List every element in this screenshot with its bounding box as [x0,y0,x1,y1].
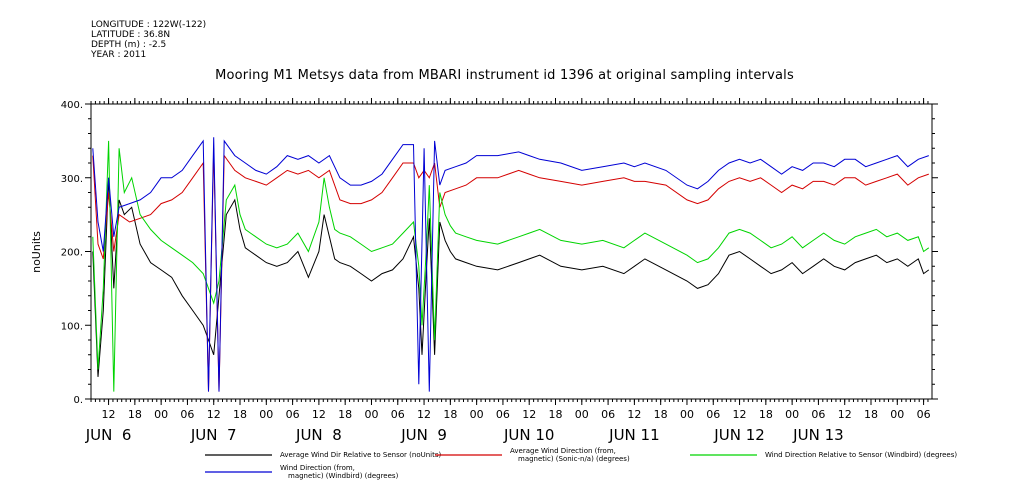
x-tick-label: 18 [338,408,352,421]
y-tick-label: 400. [61,100,83,111]
x-tick-label: 18 [864,408,878,421]
metadata-block: LONGITUDE : 122W(-122) LATITUDE : 36.8N … [91,20,206,60]
y-tick-label: 100. [61,321,83,332]
x-tick-label: 06 [496,408,510,421]
x-day-label: JUN 10 [503,426,554,444]
y-tick-label: 300. [61,174,83,185]
x-tick-label: 06 [391,408,405,421]
x-tick-label: 18 [128,408,142,421]
x-tick-label: 06 [286,408,300,421]
y-tick-label: 200. [61,248,83,259]
y-tick-label: 0. [73,395,83,406]
x-tick-label: 06 [917,408,931,421]
legend-label-1: Average Wind Dir Relative to Sensor (noU… [280,451,441,459]
x-tick-label: 00 [575,408,589,421]
x-tick-label: 12 [207,408,221,421]
x-tick-label: 12 [312,408,326,421]
x-tick-label: 00 [890,408,904,421]
x-tick-label: 18 [233,408,247,421]
x-tick-label: 06 [601,408,615,421]
series-line-4 [92,137,929,392]
chart-title: Mooring M1 Metsys data from MBARI instru… [215,68,794,83]
x-tick-label: 00 [259,408,273,421]
series-layer [92,137,930,392]
axis-layer: 0. 100. 200. 300. 400. 12 18 00 06 12 18 00 06 12 18 00… [61,98,938,444]
series-line-1 [92,177,930,377]
x-tick-label: 18 [443,408,457,421]
x-tick-label: 18 [549,408,563,421]
x-tick-label: 06 [811,408,825,421]
x-tick-label: 12 [102,408,116,421]
latitude-label: LATITUDE : 36.8N [91,30,171,40]
legend-label-2: Average Wind Direction (from, magnetic) (… [510,447,630,463]
x-day-label: JUN 9 [400,426,447,444]
x-tick-label: 00 [154,408,168,421]
plot-frame [90,103,933,400]
x-tick-label: 00 [680,408,694,421]
x-tick-label: 00 [470,408,484,421]
x-day-label: JUN 13 [792,426,843,444]
x-tick-label: 12 [522,408,536,421]
year-label: YEAR : 2011 [91,50,147,60]
x-day-label: JUN 8 [295,426,342,444]
x-day-label: JUN 6 [85,426,132,444]
x-tick-label: 12 [733,408,747,421]
x-tick-label: 12 [417,408,431,421]
x-day-label: JUN 12 [713,426,764,444]
x-tick-label: 12 [627,408,641,421]
x-tick-label: 12 [838,408,852,421]
depth-label: DEPTH (m) : -2.5 [91,40,167,50]
x-day-label: JUN 7 [190,426,237,444]
x-tick-label: 06 [180,408,194,421]
longitude-label: LONGITUDE : 122W(-122) [91,20,207,30]
legend: Average Wind Dir Relative to Sensor (noU… [205,447,957,480]
x-day-label: JUN 11 [608,426,659,444]
x-tick-label: 00 [785,408,799,421]
x-tick-label: 18 [654,408,668,421]
x-tick-label: 00 [364,408,378,421]
x-tick-label: 18 [759,408,773,421]
legend-label-3: Wind Direction Relative to Sensor (Windb… [765,451,957,459]
y-axis-label: noUnits [30,231,43,273]
legend-label-4: Wind Direction (from, magnetic) (Windbird… [280,464,399,480]
x-tick-label: 06 [706,408,720,421]
